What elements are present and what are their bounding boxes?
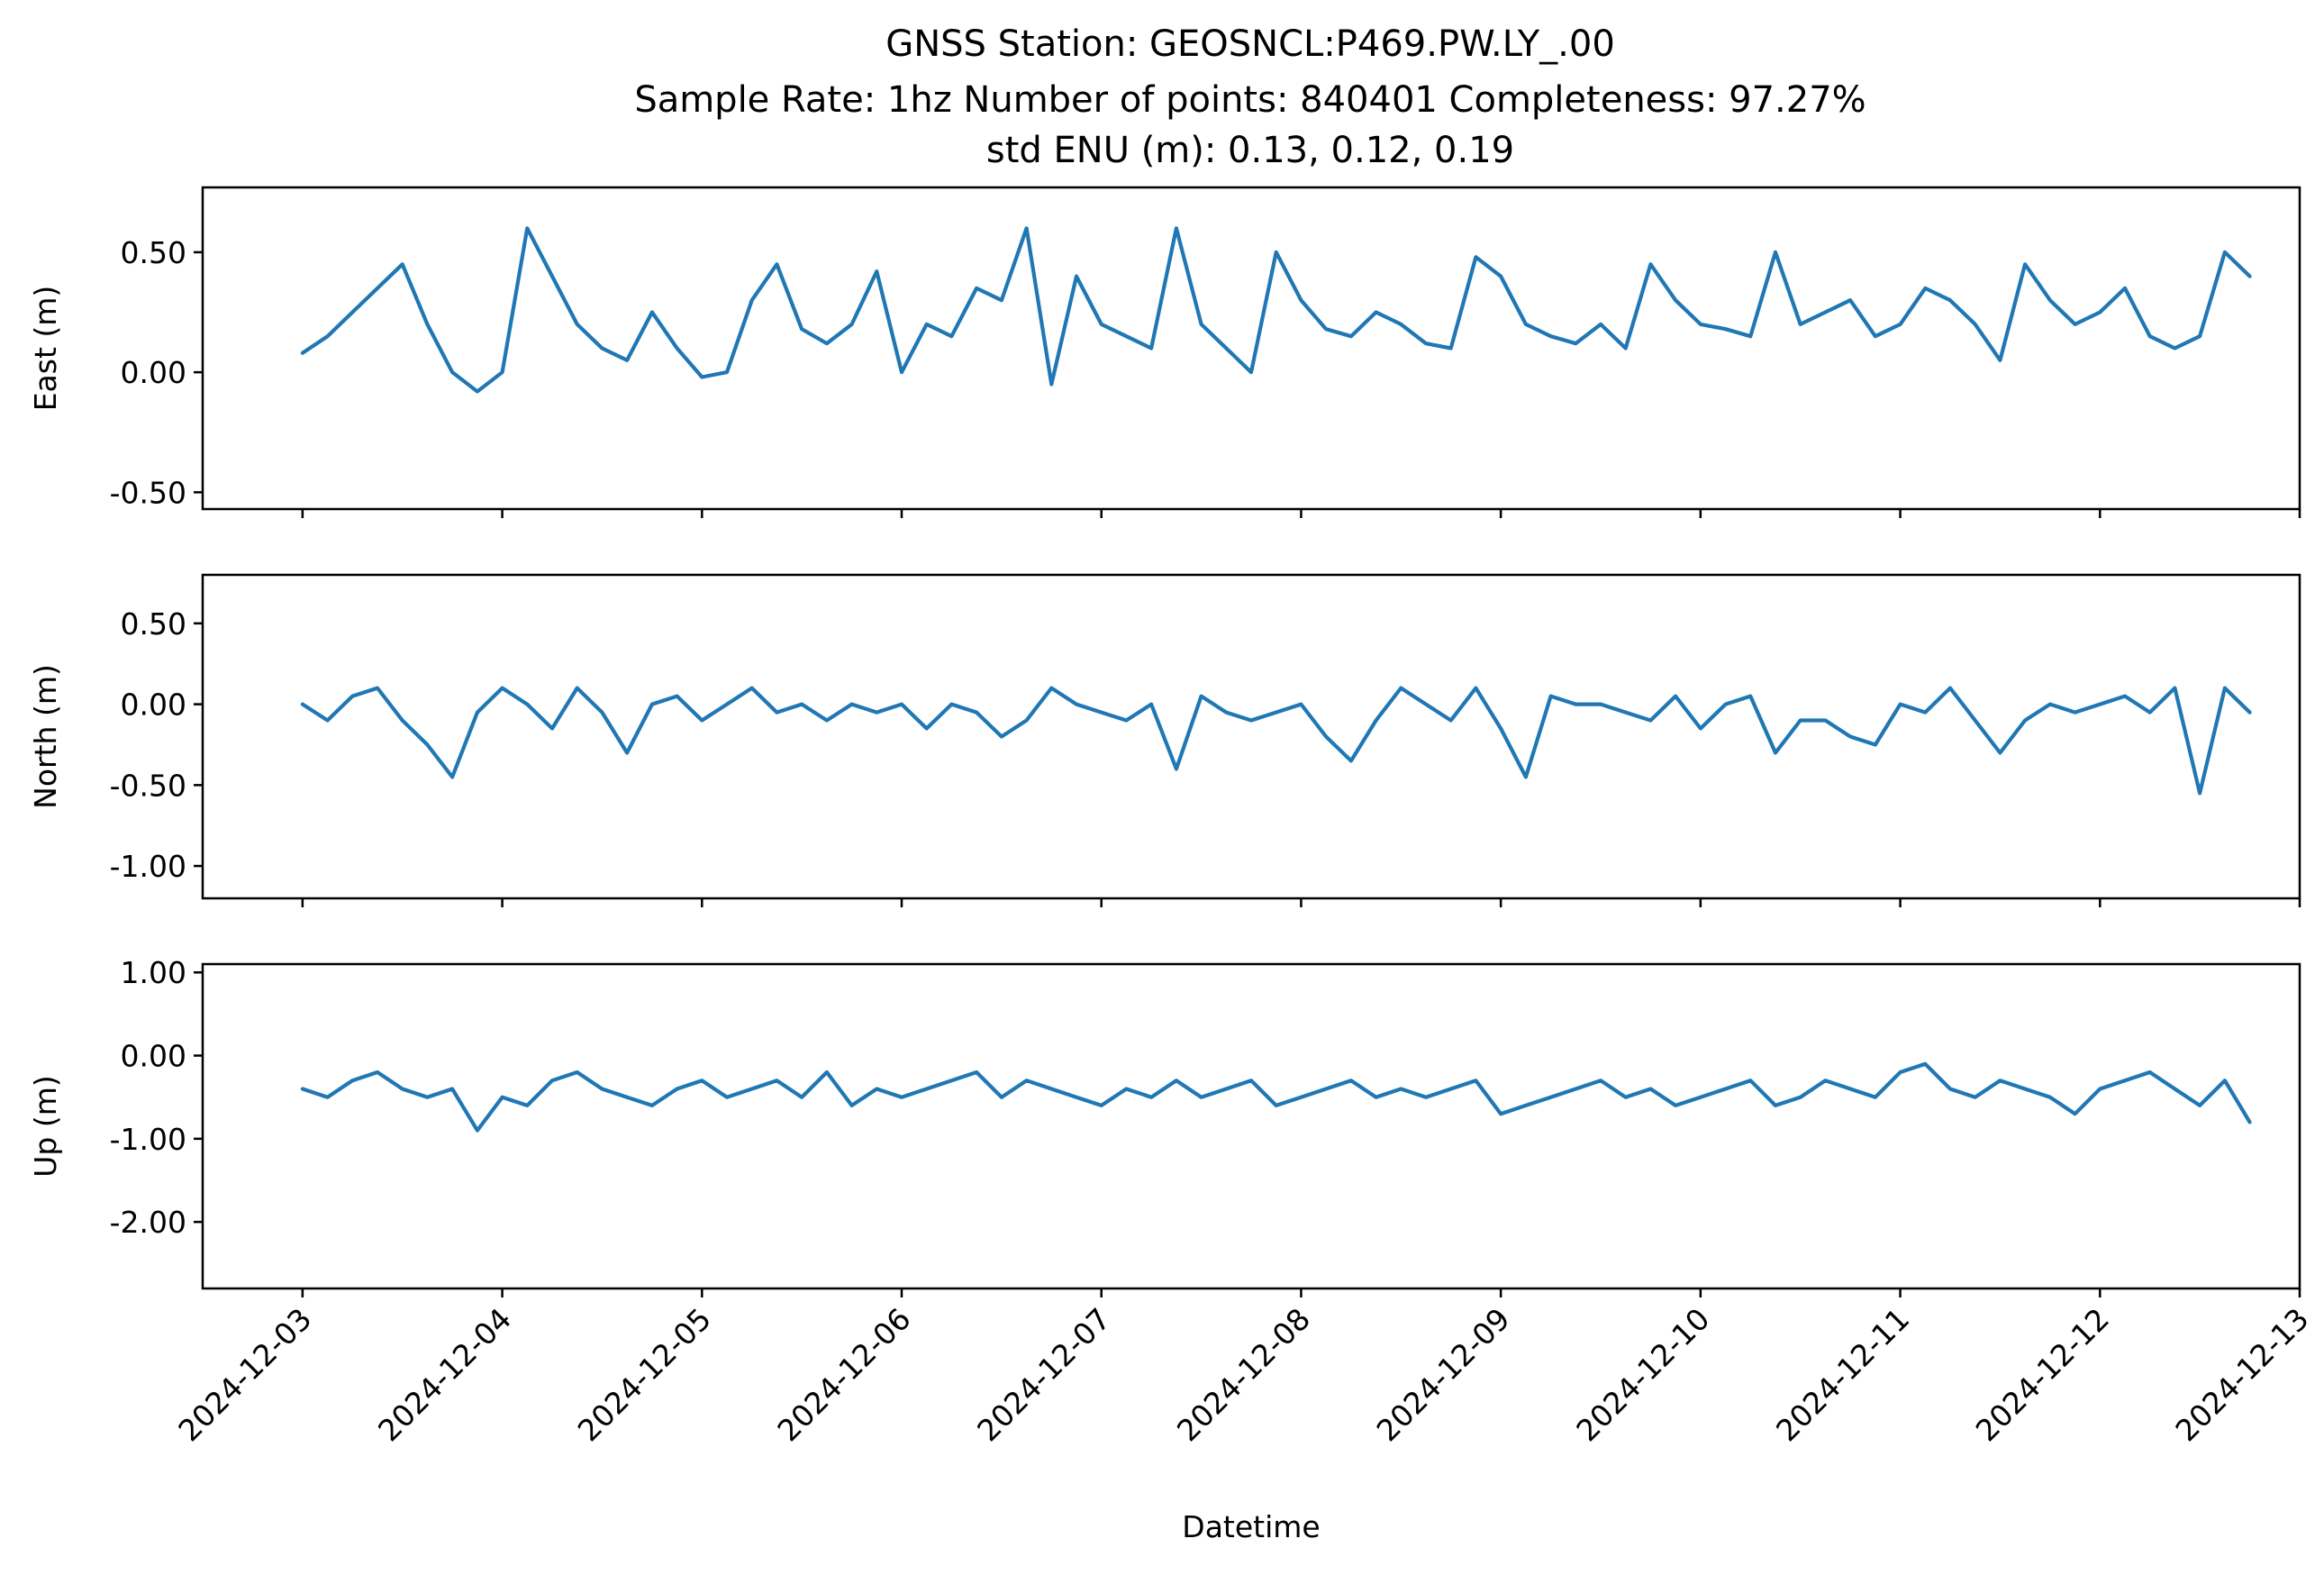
east-axes-frame	[201, 186, 2301, 511]
up-xlabel: Datetime	[1182, 1509, 1320, 1544]
east-ytick-label: -0.50	[110, 475, 186, 510]
north-ytick-label: -0.50	[110, 768, 186, 803]
east-ylabel: East (m)	[28, 286, 63, 412]
title-line-2: Sample Rate: 1hz Number of points: 84040…	[634, 79, 1866, 121]
north-ytick-label: -1.00	[110, 849, 186, 884]
north-ytick-label: 0.00	[121, 687, 186, 723]
up-axes-frame	[201, 962, 2301, 1290]
up-series-line	[300, 1061, 2252, 1133]
north-ylabel: North (m)	[28, 664, 63, 809]
east-ytick-label: 0.00	[121, 355, 186, 390]
east-series-line	[300, 226, 2252, 394]
north-series-line	[300, 686, 2252, 796]
east-panel: 0.50 0.00 -0.50 East (m)	[28, 186, 2301, 518]
title-line-3: std ENU (m): 0.13, 0.12, 0.19	[986, 130, 1514, 171]
up-ytick-label: -2.00	[110, 1205, 186, 1240]
up-ytick-label: -1.00	[110, 1122, 186, 1157]
up-ytick-label: 1.00	[121, 955, 186, 990]
north-axes-frame	[201, 573, 2301, 900]
north-ytick-label: 0.50	[121, 606, 186, 642]
north-panel: 0.50 0.00 -0.50 -1.00 North (m)	[28, 573, 2301, 907]
east-ytick-label: 0.50	[121, 235, 186, 270]
up-ylabel: Up (m)	[28, 1075, 63, 1178]
up-ytick-label: 0.00	[121, 1039, 186, 1074]
title-line-1: GNSS Station: GEOSNCL:P469.PW.LY_.00	[885, 23, 1615, 65]
